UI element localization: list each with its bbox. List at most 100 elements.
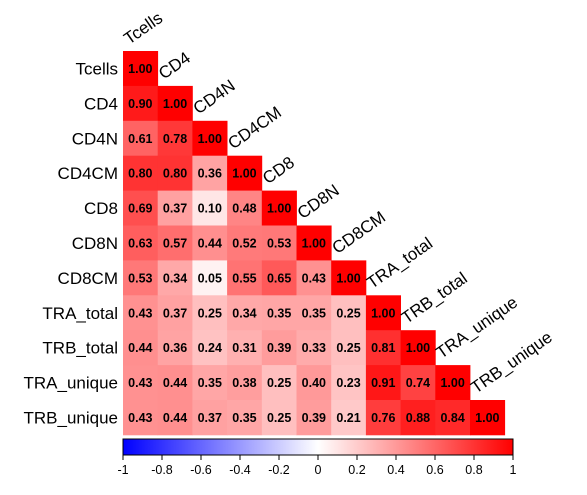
cell-value-label: 0.61 <box>128 132 152 146</box>
colorbar-tick-label: -0.2 <box>268 463 290 477</box>
column-label: CD4 <box>155 48 194 83</box>
column-label: CD4CM <box>224 103 284 153</box>
row-label: CD8N <box>72 234 118 253</box>
cell-value-label: 0.76 <box>371 411 395 425</box>
cell-value-label: 1.00 <box>232 167 256 181</box>
cell-value-label: 0.43 <box>128 411 152 425</box>
cell-value-label: 1.00 <box>406 341 430 355</box>
column-label: Tcells <box>120 8 166 48</box>
cell-value-label: 1.00 <box>475 411 499 425</box>
cell-value-label: 0.69 <box>128 202 152 216</box>
cell-value-label: 0.53 <box>128 271 152 285</box>
cell-value-label: 0.34 <box>163 271 187 285</box>
row-label: CD8CM <box>58 269 118 288</box>
cell-value-label: 0.88 <box>406 411 430 425</box>
cell-value-label: 0.31 <box>232 341 256 355</box>
cell-value-label: 0.36 <box>163 341 187 355</box>
cell-value-label: 0.38 <box>232 376 256 390</box>
cell-value-label: 0.37 <box>198 411 222 425</box>
cell-value-label: 0.44 <box>198 236 222 250</box>
cell-value-label: 1.00 <box>371 306 395 320</box>
heatmap-cells: 1.00 0.90 1.00 0.61 0.78 1.00 0.80 0.80 0.36 1.00… <box>123 51 505 435</box>
cell-value-label: 0.33 <box>302 341 326 355</box>
colorbar-tick-label: -0.4 <box>229 463 251 477</box>
cell-value-label: 0.25 <box>267 411 291 425</box>
cell-value-label: 0.65 <box>267 271 291 285</box>
cell-value-label: 0.48 <box>232 202 256 216</box>
cell-value-label: 0.24 <box>198 341 222 355</box>
cell-value-label: 0.80 <box>163 167 187 181</box>
row-label: CD4 <box>84 94 118 113</box>
cell-value-label: 1.00 <box>302 236 326 250</box>
row-label: CD4N <box>72 129 118 148</box>
cell-value-label: 0.57 <box>163 236 187 250</box>
cell-value-label: 0.39 <box>267 341 291 355</box>
cell-value-label: 0.53 <box>267 236 291 250</box>
cell-value-label: 0.25 <box>336 306 360 320</box>
cell-value-label: 0.34 <box>232 306 256 320</box>
column-label: TRB_unique <box>467 328 555 398</box>
cell-value-label: 0.80 <box>128 167 152 181</box>
cell-value-label: 0.35 <box>267 306 291 320</box>
cell-value-label: 1.00 <box>440 376 464 390</box>
cell-value-label: 0.39 <box>302 411 326 425</box>
cell-value-label: 0.78 <box>163 132 187 146</box>
cell-value-label: 0.43 <box>128 376 152 390</box>
colorbar-tick-label: 0.8 <box>465 463 482 477</box>
row-label: TRB_unique <box>23 408 118 427</box>
row-label: Tcells <box>75 59 118 78</box>
row-label: TRA_total <box>42 304 118 323</box>
cell-value-label: 0.55 <box>232 271 256 285</box>
row-label: TRA_unique <box>23 374 118 393</box>
column-label: TRB_total <box>398 269 471 328</box>
cell-value-label: 1.00 <box>163 97 187 111</box>
cell-value-label: 0.81 <box>371 341 395 355</box>
cell-value-label: 1.00 <box>198 132 222 146</box>
cell-value-label: 0.43 <box>302 271 326 285</box>
cell-value-label: 0.40 <box>302 376 326 390</box>
cell-value-label: 1.00 <box>336 271 360 285</box>
cell-value-label: 0.84 <box>440 411 464 425</box>
cell-value-label: 0.37 <box>163 202 187 216</box>
cell-value-label: 0.25 <box>267 376 291 390</box>
cell-value-label: 0.35 <box>198 376 222 390</box>
colorbar-gradient <box>123 439 513 455</box>
colorbar: -1 -0.8 -0.6 -0.4 -0.2 0 0.2 0.4 0.6 0.8 1 <box>117 439 516 477</box>
colorbar-tick-label: 1 <box>510 463 517 477</box>
column-label: CD8CM <box>329 207 389 257</box>
colorbar-tick-label: 0.2 <box>348 463 365 477</box>
cell-value-label: 0.52 <box>232 236 256 250</box>
colorbar-tick-label: -0.8 <box>151 463 173 477</box>
row-label: CD8 <box>84 199 118 218</box>
column-label: TRA_total <box>363 234 436 293</box>
row-label: TRB_total <box>42 339 118 358</box>
column-label: CD8N <box>294 181 343 223</box>
cell-value-label: 0.21 <box>336 411 360 425</box>
cell-value-label: 0.37 <box>163 306 187 320</box>
cell-value-label: 0.44 <box>128 341 152 355</box>
cell-value-label: 0.35 <box>232 411 256 425</box>
row-label: CD4CM <box>58 164 118 183</box>
cell-value-label: 0.90 <box>128 97 152 111</box>
cell-value-label: 0.25 <box>336 341 360 355</box>
cell-value-label: 1.00 <box>128 62 152 76</box>
cell-value-label: 0.23 <box>336 376 360 390</box>
cell-value-label: 0.74 <box>406 376 430 390</box>
cell-value-label: 0.36 <box>198 167 222 181</box>
column-label: TRA_unique <box>433 293 521 363</box>
colorbar-tick-label: -1 <box>117 463 128 477</box>
cell-value-label: 0.63 <box>128 236 152 250</box>
colorbar-tick-label: 0.4 <box>387 463 404 477</box>
cell-value-label: 1.00 <box>267 202 291 216</box>
cell-value-label: 0.25 <box>198 306 222 320</box>
row-labels: Tcells CD4 CD4N CD4CM CD8 CD8N CD8CM TRA_total T… <box>23 59 118 427</box>
colorbar-tick-label: 0 <box>315 463 322 477</box>
column-label: CD8 <box>259 153 298 188</box>
cell-value-label: 0.91 <box>371 376 395 390</box>
column-label: CD4N <box>190 76 239 118</box>
colorbar-tick-label: -0.6 <box>190 463 212 477</box>
cell-value-label: 0.44 <box>163 411 187 425</box>
colorbar-tick-label: 0.6 <box>426 463 443 477</box>
cell-value-label: 0.05 <box>198 271 222 285</box>
